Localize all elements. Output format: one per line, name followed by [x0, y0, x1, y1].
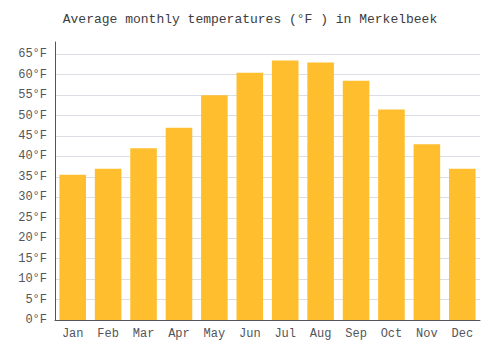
svg-text:Dec: Dec — [451, 327, 473, 341]
svg-text:0°F: 0°F — [25, 313, 47, 327]
svg-text:40°F: 40°F — [18, 149, 47, 163]
svg-text:Apr: Apr — [168, 327, 190, 341]
svg-text:45°F: 45°F — [18, 129, 47, 143]
svg-text:20°F: 20°F — [18, 231, 47, 245]
svg-text:Average monthly temperatures (: Average monthly temperatures (°F ) in Me… — [63, 12, 438, 27]
svg-text:65°F: 65°F — [18, 47, 47, 61]
svg-text:25°F: 25°F — [18, 211, 47, 225]
svg-text:30°F: 30°F — [18, 190, 47, 204]
svg-text:Jul: Jul — [274, 327, 296, 341]
svg-text:50°F: 50°F — [18, 109, 47, 123]
svg-text:55°F: 55°F — [18, 88, 47, 102]
svg-text:35°F: 35°F — [18, 170, 47, 184]
svg-text:Jan: Jan — [62, 327, 84, 341]
svg-text:Oct: Oct — [381, 327, 403, 341]
svg-text:Nov: Nov — [416, 327, 438, 341]
svg-text:Sep: Sep — [345, 327, 367, 341]
svg-text:May: May — [204, 327, 226, 341]
svg-text:10°F: 10°F — [18, 272, 47, 286]
svg-text:Feb: Feb — [97, 327, 119, 341]
svg-text:15°F: 15°F — [18, 252, 47, 266]
svg-text:5°F: 5°F — [25, 293, 47, 307]
svg-text:60°F: 60°F — [18, 68, 47, 82]
svg-text:Mar: Mar — [133, 327, 155, 341]
svg-text:Aug: Aug — [310, 327, 332, 341]
svg-text:Jun: Jun — [239, 327, 261, 341]
